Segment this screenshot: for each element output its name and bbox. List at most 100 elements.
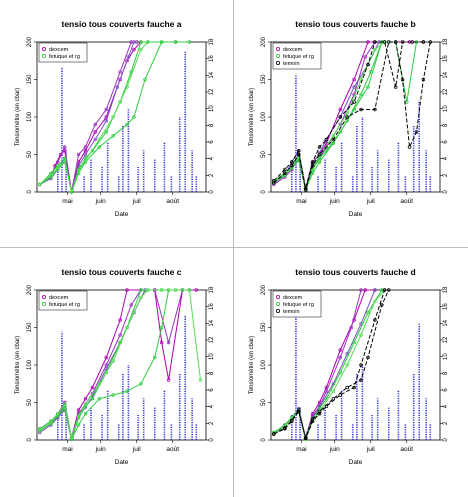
y-right-tick-label: 6: [209, 140, 215, 144]
data-point: [38, 429, 42, 433]
y-right-tick-label: 16: [209, 303, 215, 310]
data-point: [359, 107, 363, 112]
data-point: [296, 149, 301, 153]
data-point: [146, 40, 150, 44]
y-tick-label: 50: [27, 151, 33, 158]
data-point: [69, 190, 74, 194]
y-tick-label: 50: [261, 399, 267, 406]
legend-box: [272, 290, 322, 318]
y-tick-label: 100: [27, 359, 33, 370]
data-point: [125, 288, 129, 292]
data-point: [421, 40, 426, 44]
y-right-tick-label: 4: [209, 404, 215, 408]
data-point: [373, 40, 377, 44]
data-point: [49, 171, 53, 176]
data-point: [317, 160, 322, 164]
data-point: [139, 40, 143, 44]
legend-marker: [42, 302, 47, 307]
data-point: [310, 417, 315, 421]
data-point: [382, 40, 387, 44]
data-point: [363, 288, 367, 292]
data-point: [139, 288, 143, 292]
data-point: [324, 137, 329, 142]
data-point: [76, 408, 81, 412]
x-tick-label: mai: [62, 198, 72, 205]
data-point: [352, 340, 356, 345]
series-line-fetuque-2: [39, 289, 183, 441]
data-point: [345, 363, 349, 367]
y-right-tick-label: 10: [443, 353, 449, 360]
data-point: [345, 111, 349, 115]
y-right-tick-label: 14: [209, 71, 215, 78]
legend-box: [38, 42, 88, 63]
x-tick-label: juil: [132, 198, 142, 205]
data-point: [296, 408, 301, 412]
x-axis-label: Date: [115, 459, 129, 466]
y-right-tick-label: 14: [443, 319, 449, 326]
data-point: [338, 107, 343, 112]
legend-label: fetuque et rg: [283, 302, 314, 308]
legend-label: dexcem: [283, 295, 303, 301]
legend-box: [38, 290, 88, 311]
y-right-tick-label: 18: [209, 286, 215, 293]
y-right-tick-label: 0: [443, 438, 449, 442]
data-point: [407, 145, 412, 149]
data-point: [69, 436, 74, 440]
data-point: [139, 295, 143, 300]
data-point: [290, 164, 294, 168]
data-point: [104, 118, 109, 123]
data-point: [159, 40, 164, 44]
legend-marker: [42, 54, 47, 59]
data-point: [352, 85, 356, 89]
series-line-fetuque-3: [39, 41, 149, 194]
x-tick-label: juil: [132, 446, 142, 453]
data-point: [126, 55, 131, 59]
data-point: [345, 385, 349, 390]
legend-label: dexcem: [49, 47, 69, 53]
y-right-tick-label: 8: [443, 371, 449, 375]
data-point: [49, 420, 53, 424]
y-right-tick-label: 8: [209, 123, 215, 127]
series-line-fetuque-3: [39, 289, 201, 440]
data-point: [118, 333, 122, 337]
data-point: [338, 122, 343, 127]
data-point: [310, 160, 315, 164]
horizontal-divider: [0, 247, 468, 248]
data-point: [366, 310, 370, 315]
data-point: [62, 402, 67, 406]
y-right-tick-label: 0: [209, 438, 215, 442]
data-point: [83, 145, 88, 149]
data-point: [166, 378, 171, 382]
y-tick-label: 150: [261, 322, 267, 333]
y-right-tick-label: 16: [443, 55, 449, 62]
data-point: [38, 427, 42, 432]
data-point: [373, 288, 377, 292]
y-right-tick-label: 2: [443, 173, 449, 177]
data-point: [132, 47, 136, 52]
y-tick-label: 50: [27, 399, 33, 406]
y-tick-label: 0: [261, 438, 267, 442]
y-right-tick-label: 4: [443, 156, 449, 160]
x-tick-label: août: [400, 446, 413, 453]
data-point: [111, 134, 115, 138]
data-point: [83, 152, 88, 157]
data-point: [352, 77, 356, 82]
data-point: [111, 359, 115, 363]
data-point: [352, 385, 356, 390]
y-tick-label: 150: [27, 322, 33, 333]
data-point: [76, 423, 81, 427]
data-point: [359, 92, 363, 97]
data-point: [386, 288, 391, 292]
data-point: [132, 40, 136, 44]
y-tick-label: 100: [261, 111, 267, 122]
legend-label: dexcem: [283, 47, 303, 53]
chart-c-svg: tensio tous couverts fauche c05010015020…: [15, 267, 215, 466]
x-tick-label: mai: [62, 446, 72, 453]
y-right-tick-label: 8: [209, 371, 215, 375]
data-point: [410, 40, 415, 44]
chart-panel-a: tensio tous couverts fauche a 0 50 100 150 20…: [0, 0, 232, 246]
data-point: [428, 40, 433, 44]
data-point: [296, 152, 301, 157]
data-point: [97, 382, 102, 386]
data-point: [104, 355, 109, 360]
